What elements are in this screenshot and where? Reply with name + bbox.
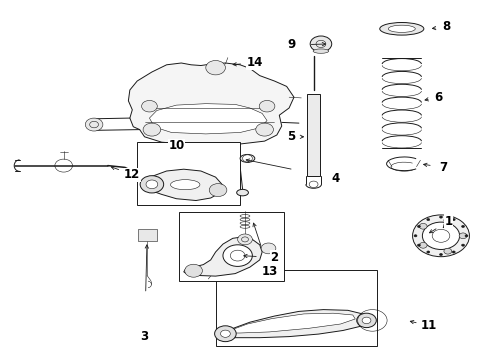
Bar [179, 212, 284, 281]
Text: 1: 1 [444, 215, 452, 228]
Circle shape [452, 251, 455, 253]
Ellipse shape [388, 25, 415, 32]
Circle shape [146, 180, 158, 189]
Polygon shape [149, 104, 267, 134]
Circle shape [459, 233, 467, 239]
Circle shape [238, 234, 252, 245]
Circle shape [209, 184, 227, 197]
Text: 11: 11 [420, 319, 437, 332]
Circle shape [452, 219, 455, 221]
Bar [138, 229, 157, 241]
Circle shape [309, 181, 318, 188]
Text: 2: 2 [270, 251, 278, 264]
Circle shape [417, 244, 420, 246]
Circle shape [206, 60, 225, 75]
Text: 7: 7 [440, 161, 447, 174]
Polygon shape [184, 237, 262, 276]
Polygon shape [223, 310, 368, 338]
Ellipse shape [171, 180, 200, 190]
Text: 12: 12 [124, 168, 141, 181]
Text: 8: 8 [442, 21, 450, 33]
Bar [216, 270, 377, 346]
Text: 13: 13 [261, 265, 278, 278]
Circle shape [220, 330, 230, 337]
Polygon shape [128, 63, 294, 145]
Circle shape [414, 235, 417, 237]
Circle shape [223, 245, 252, 266]
Circle shape [413, 215, 469, 257]
Circle shape [465, 235, 468, 237]
Bar [307, 94, 320, 176]
Circle shape [444, 217, 452, 223]
Circle shape [362, 317, 371, 324]
Circle shape [185, 264, 202, 277]
Circle shape [419, 224, 427, 229]
Polygon shape [229, 313, 355, 333]
Text: 10: 10 [168, 139, 185, 152]
Ellipse shape [237, 189, 248, 196]
Circle shape [462, 225, 465, 228]
Circle shape [440, 216, 442, 218]
Circle shape [140, 176, 164, 193]
Polygon shape [145, 169, 223, 201]
Text: 3: 3 [141, 330, 148, 343]
Circle shape [440, 253, 442, 256]
Circle shape [143, 123, 161, 136]
Ellipse shape [313, 49, 329, 53]
Text: 4: 4 [332, 172, 340, 185]
Circle shape [444, 248, 452, 254]
Circle shape [427, 219, 430, 221]
Bar [137, 142, 240, 205]
Circle shape [259, 100, 275, 112]
Circle shape [142, 100, 157, 112]
Ellipse shape [380, 22, 424, 35]
Circle shape [422, 222, 460, 249]
Circle shape [310, 36, 332, 52]
Circle shape [85, 118, 103, 131]
Circle shape [261, 243, 276, 254]
Circle shape [215, 326, 236, 342]
Circle shape [427, 251, 430, 253]
Text: 9: 9 [288, 39, 295, 51]
Ellipse shape [240, 154, 255, 162]
Circle shape [256, 123, 273, 136]
Text: 14: 14 [246, 57, 263, 69]
Circle shape [462, 244, 465, 246]
Circle shape [419, 242, 427, 248]
Circle shape [417, 225, 420, 228]
Text: 5: 5 [288, 130, 295, 143]
Circle shape [357, 313, 376, 328]
Text: 6: 6 [435, 91, 442, 104]
Circle shape [243, 155, 252, 162]
